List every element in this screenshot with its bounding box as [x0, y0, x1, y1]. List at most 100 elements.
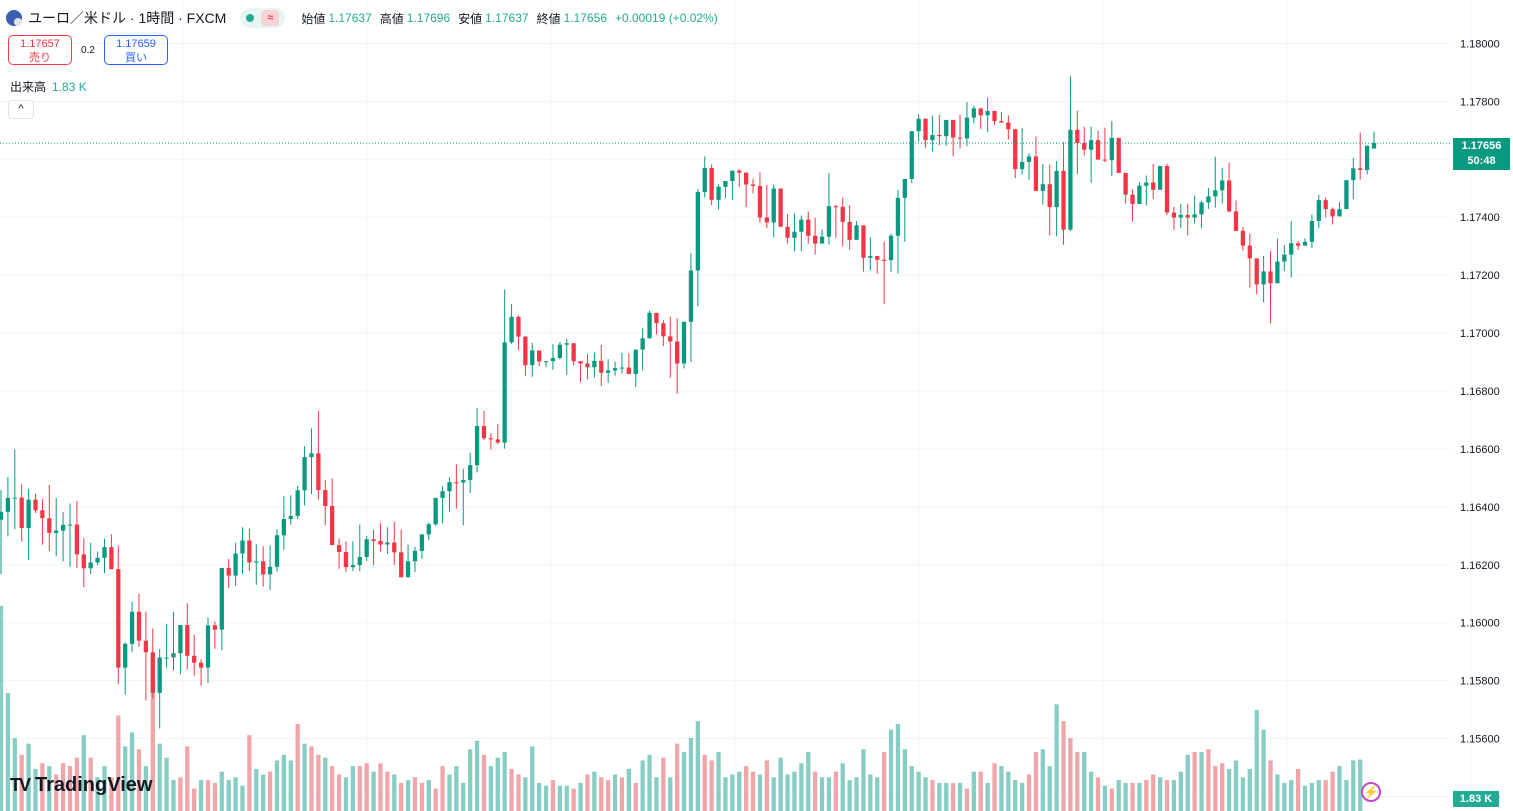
- collapse-legend-button[interactable]: ^: [8, 100, 34, 119]
- candle-body: [1337, 209, 1342, 217]
- candle-body: [1116, 137, 1121, 173]
- candles: [0, 75, 1377, 729]
- volume-bar: [813, 771, 818, 811]
- candle-body: [116, 569, 121, 668]
- candle-body: [999, 121, 1004, 123]
- volume-bar: [799, 763, 804, 811]
- candle-body: [109, 547, 114, 570]
- volume-bar: [1130, 782, 1135, 811]
- trade-panel: 1.17657 売り 0.2 1.17659 買い: [8, 35, 168, 65]
- candle-body: [1282, 254, 1287, 262]
- candle-body: [247, 540, 252, 563]
- volume-bar: [1302, 785, 1308, 811]
- volume-bar: [509, 768, 514, 811]
- candle-body: [543, 361, 549, 363]
- volume-bar: [1116, 780, 1121, 811]
- candle-body: [875, 256, 880, 260]
- volume-bar: [854, 777, 859, 811]
- candle-body: [1178, 214, 1183, 218]
- volume-bar: [950, 782, 956, 811]
- volume-bar: [1068, 737, 1073, 811]
- buy-button[interactable]: 1.17659 買い: [104, 35, 168, 65]
- symbol-title[interactable]: ユーロ／米ドル · 1時間 · FXCM: [28, 10, 227, 26]
- volume-bar: [1019, 782, 1025, 811]
- tradingview-logo[interactable]: TV TradingView: [10, 774, 152, 797]
- volume-bar: [33, 768, 38, 811]
- volume-bar: [937, 782, 942, 811]
- candle-body: [392, 542, 397, 553]
- volume-bar: [1337, 766, 1342, 811]
- volume-bar: [1123, 782, 1128, 811]
- volume-bar: [826, 777, 832, 811]
- sell-price: 1.17657: [20, 38, 60, 50]
- volume-bar: [778, 757, 783, 811]
- candle-body: [60, 524, 66, 531]
- volume-bar: [150, 684, 155, 811]
- candle-body: [378, 541, 383, 545]
- candle-body: [1109, 137, 1114, 161]
- candle-body: [737, 170, 742, 173]
- sell-button[interactable]: 1.17657 売り: [8, 35, 72, 65]
- volume-bars: [0, 606, 1363, 811]
- volume-bar: [619, 777, 625, 811]
- candle-body: [826, 206, 832, 237]
- volume-bar: [261, 774, 266, 811]
- volume-bar: [750, 771, 756, 811]
- candle-body: [1164, 165, 1170, 213]
- volume-bar: [164, 757, 169, 811]
- candle-body: [185, 625, 190, 656]
- volume-bar: [571, 788, 576, 811]
- spread-value: 0.2: [81, 44, 95, 56]
- volume-bar: [792, 771, 797, 811]
- volume-bar: [274, 760, 280, 811]
- volume-bar: [530, 746, 535, 811]
- volume-bar: [1013, 780, 1018, 811]
- volume-bar: [357, 766, 362, 811]
- volume-bar: [785, 774, 790, 811]
- volume-bar: [1261, 729, 1266, 811]
- candle-body: [205, 625, 211, 668]
- volume-bar: [185, 746, 190, 811]
- volume-bar: [1220, 763, 1225, 811]
- volume-bar: [1185, 754, 1190, 811]
- candle-body: [1358, 168, 1363, 171]
- candle-body: [1068, 129, 1073, 230]
- candle-body: [178, 625, 183, 654]
- candle-body: [412, 550, 418, 562]
- volume-bar: [171, 780, 176, 811]
- volume-bar: [309, 746, 314, 811]
- volume-bar: [537, 782, 542, 811]
- candle-body: [1344, 180, 1349, 210]
- market-status-pill[interactable]: ≈: [240, 8, 286, 28]
- candle-body: [599, 360, 604, 373]
- volume-legend[interactable]: 出来高 1.83 K: [10, 78, 87, 95]
- candle-body: [1151, 182, 1156, 190]
- volume-bar: [578, 782, 583, 811]
- candle-body: [909, 131, 914, 179]
- candle-body: [1240, 230, 1246, 246]
- candle-body: [1019, 161, 1025, 170]
- candle-body: [792, 231, 797, 238]
- candle-body: [212, 625, 218, 630]
- high-value: 1.17696: [406, 11, 451, 25]
- candle-body: [861, 225, 866, 258]
- price-tick-label: 1.18000: [1460, 38, 1500, 50]
- candle-body: [461, 479, 466, 483]
- volume-bar: [54, 774, 59, 811]
- candle-body: [950, 119, 956, 138]
- candle-body: [295, 490, 300, 516]
- candle-body: [405, 561, 411, 578]
- candle-body: [978, 108, 983, 116]
- volume-bar: [74, 757, 80, 811]
- lightning-icon[interactable]: ⚡: [1361, 782, 1381, 802]
- volume-bar: [1109, 788, 1114, 811]
- volume-bar: [1323, 780, 1328, 811]
- candle-body: [468, 465, 473, 480]
- volume-bar: [688, 737, 694, 811]
- volume-bar: [1192, 752, 1197, 811]
- volume-bar: [481, 754, 487, 811]
- volume-bar: [495, 757, 500, 811]
- candle-body: [944, 119, 949, 137]
- volume-bar: [1144, 780, 1149, 811]
